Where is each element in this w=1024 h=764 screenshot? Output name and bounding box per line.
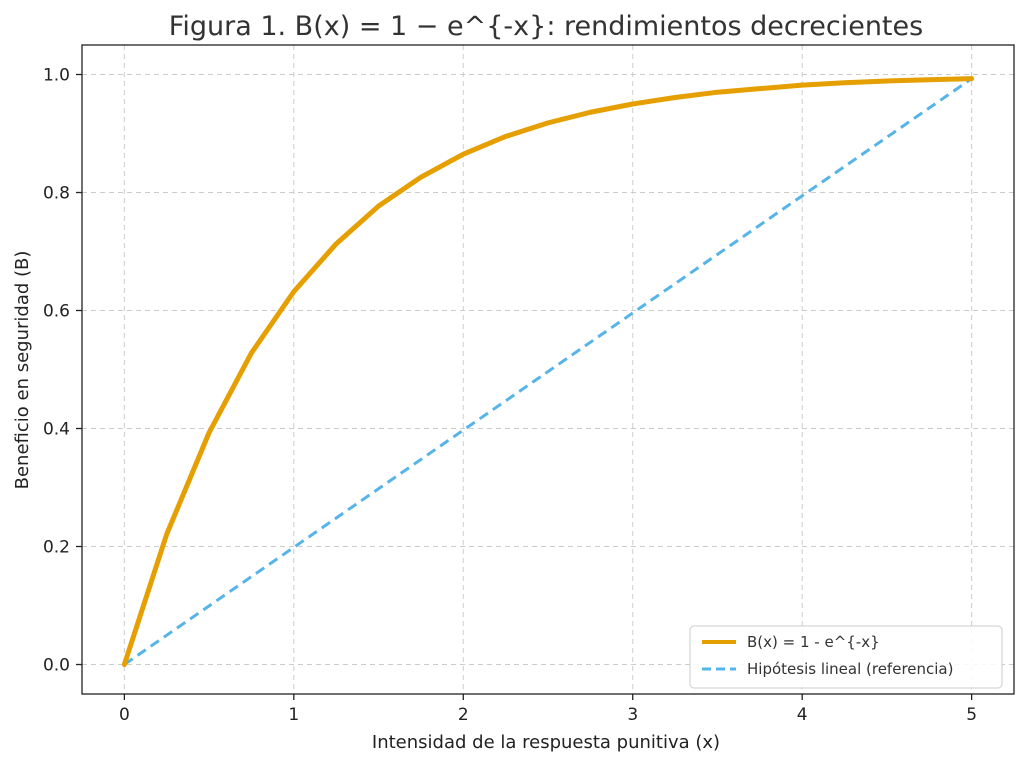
legend-box xyxy=(689,625,1003,689)
x-tick-label: 5 xyxy=(966,705,977,725)
y-tick-label: 1.0 xyxy=(43,66,70,86)
series-line-benefit-curve xyxy=(121,76,975,667)
x-tick-label: 1 xyxy=(288,705,299,725)
legend-label-benefit-curve: B(x) = 1 - e^{-x} xyxy=(747,633,880,651)
x-tick-label: 4 xyxy=(797,705,808,725)
x-tick-label: 3 xyxy=(627,705,638,725)
x-axis-label: Intensidad de la respuesta punitiva (x) xyxy=(372,732,720,753)
series-layer xyxy=(121,76,975,667)
y-tick-label: 0.4 xyxy=(43,420,70,440)
chart-title: Figura 1. B(x) = 1 − e^{-x}: rendimiento… xyxy=(169,11,923,42)
y-tick-label: 0.0 xyxy=(43,656,70,676)
y-tick-label: 0.2 xyxy=(43,538,70,558)
y-tick-label: 0.6 xyxy=(43,302,70,322)
y-tick-label: 0.8 xyxy=(43,184,70,204)
plot-frame xyxy=(81,44,1015,695)
x-tick-label: 2 xyxy=(458,705,469,725)
series-line-linear-reference xyxy=(123,77,973,666)
x-tick-label: 0 xyxy=(119,705,130,725)
legend-label-linear-reference: Hipótesis lineal (referencia) xyxy=(747,660,953,678)
tick-layer: 0 1 2 3 4 5 0.0 0.2 0.4 0.6 0.8 1.0 xyxy=(43,66,977,726)
legend: B(x) = 1 - e^{-x} Hipótesis lineal (refe… xyxy=(689,625,1003,689)
y-axis-label: Beneficio en seguridad (B) xyxy=(12,251,33,490)
